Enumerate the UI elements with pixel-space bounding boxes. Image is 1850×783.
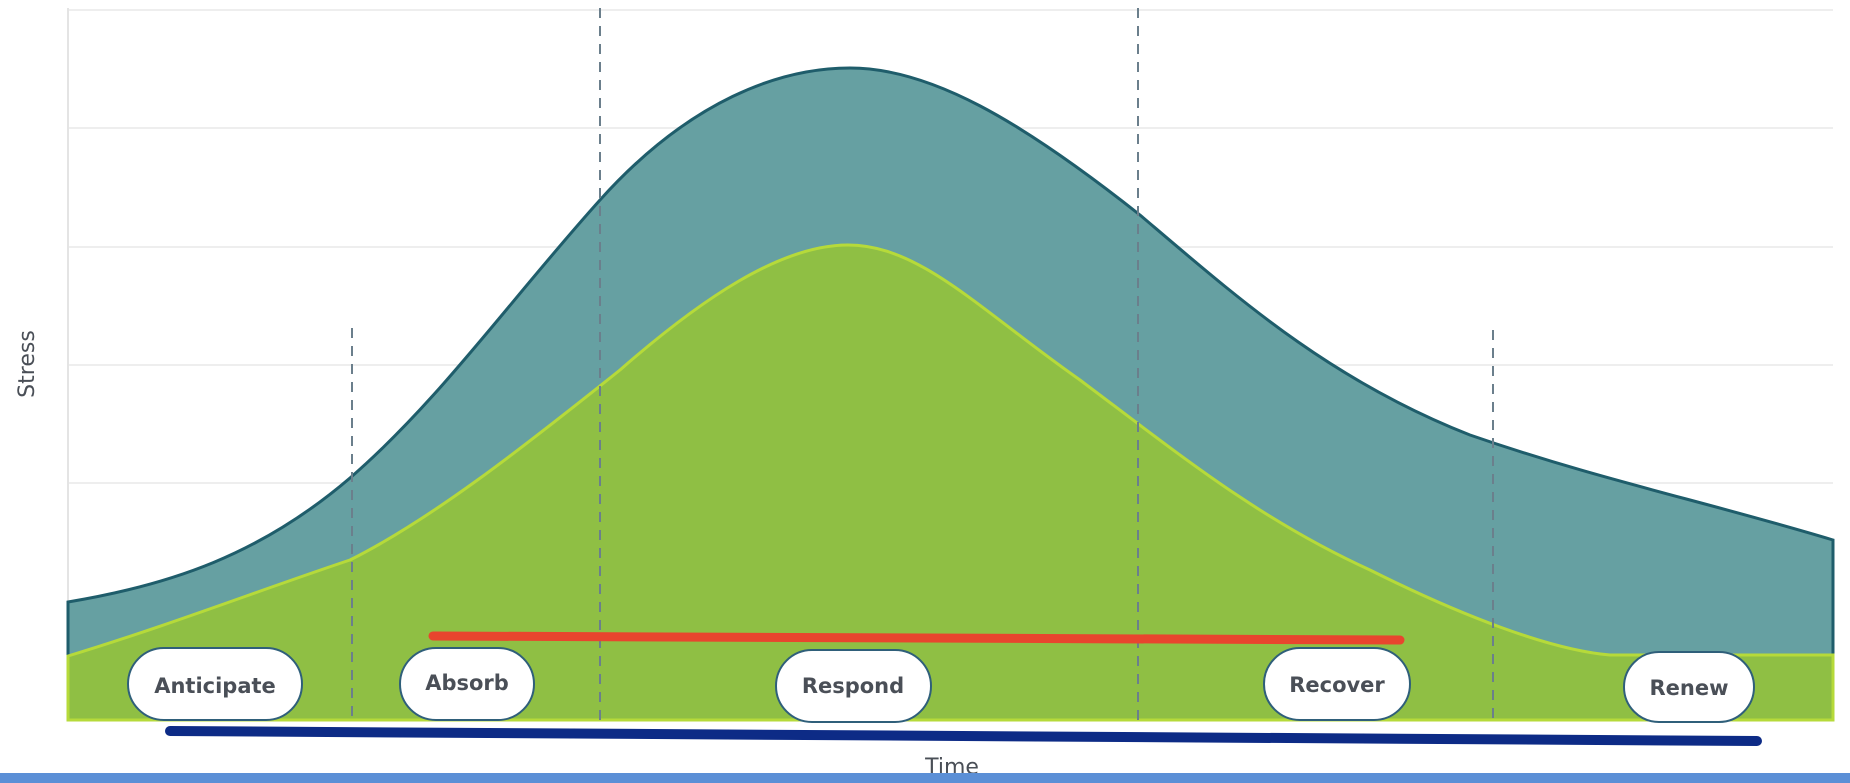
phase-dividers xyxy=(351,8,1494,720)
phase-label-text: Absorb xyxy=(425,671,509,695)
phase-label-text: Recover xyxy=(1289,673,1385,697)
y-axis-label: Stress xyxy=(15,330,40,398)
phase-label-anticipate: Anticipate xyxy=(127,647,303,721)
inner-stress-curve xyxy=(66,243,1835,722)
phase-pill xyxy=(775,649,932,723)
phase-label-absorb: Absorb xyxy=(399,647,535,721)
time-span-bar xyxy=(165,726,1762,746)
phase-label-recover: Recover xyxy=(1263,647,1411,721)
phase-pill xyxy=(127,647,303,721)
phase-pill xyxy=(399,647,535,721)
bottom-strip xyxy=(0,773,1850,783)
phase-label-text: Respond xyxy=(802,674,904,698)
phase-pill xyxy=(1623,651,1755,723)
phase-label-renew: Renew xyxy=(1623,651,1755,723)
phase-label-text: Anticipate xyxy=(154,674,276,698)
phase-pill xyxy=(1263,647,1411,721)
red-span-bar xyxy=(428,631,1405,645)
phase-label-text: Renew xyxy=(1649,676,1728,700)
phase-label-respond: Respond xyxy=(775,649,932,723)
